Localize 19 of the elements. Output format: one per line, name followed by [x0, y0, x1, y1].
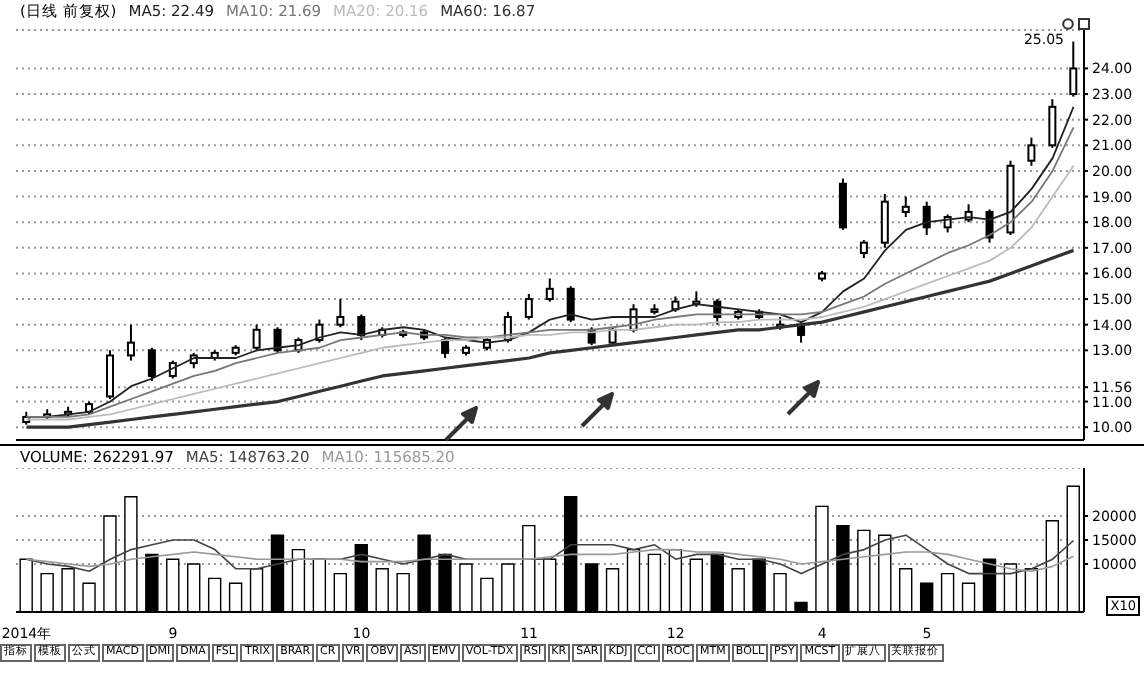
candlestick [901, 195, 910, 219]
candlestick [838, 177, 847, 231]
candlestick [336, 298, 345, 329]
candlestick [1048, 98, 1057, 149]
candlestick [1069, 40, 1078, 98]
candlestick [252, 323, 261, 352]
candlestick [566, 285, 575, 324]
candlestick [880, 193, 889, 249]
candlestick [357, 313, 366, 342]
candlestick [441, 336, 450, 359]
candlestick [524, 292, 533, 321]
candlestick [922, 200, 931, 236]
line-series [24, 248, 1076, 429]
candlestick [126, 323, 135, 362]
candlestick [106, 349, 114, 400]
candlestick [545, 277, 554, 303]
candlestick [273, 326, 282, 354]
candlestick [147, 346, 156, 383]
candlestick [1027, 136, 1036, 167]
